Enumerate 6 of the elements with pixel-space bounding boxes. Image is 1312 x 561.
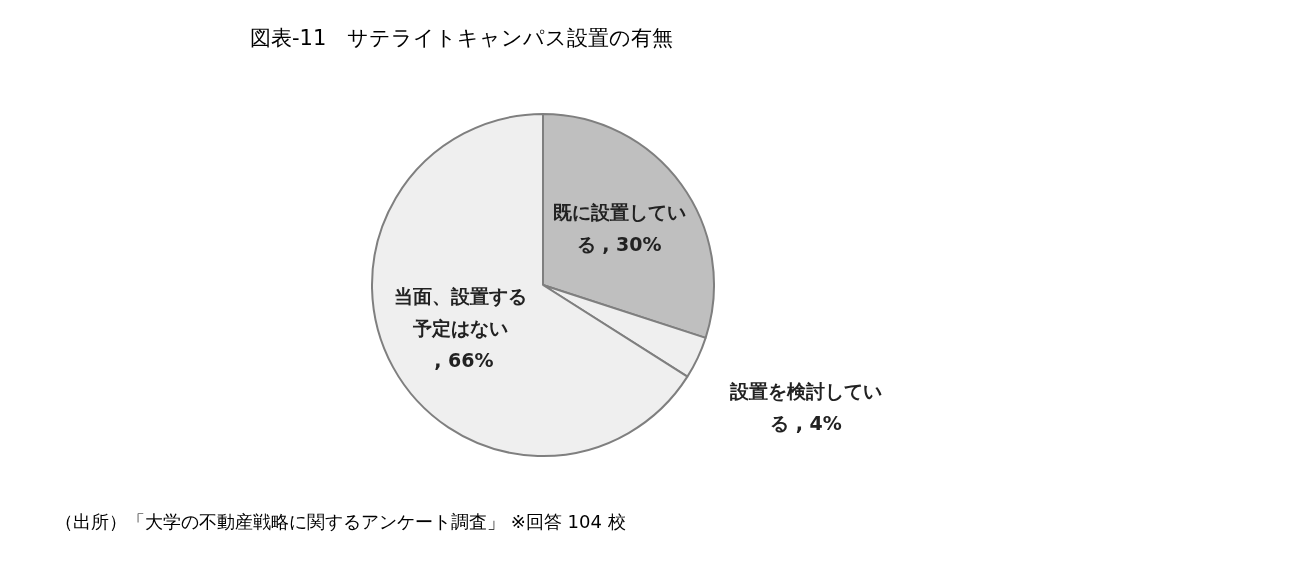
slice-label: 既に設置している , 30% xyxy=(552,200,686,255)
text: （出所）「大学の不動産戦略に関するアンケート調査」 ※回答 104 校 xyxy=(55,510,626,534)
chart-title: 図表-11 サテライトキャンパス設置の有無 xyxy=(250,25,674,52)
slice-label: 当面、設置する予定はない xyxy=(394,285,528,340)
slice-label: 設置を検討している , 4% xyxy=(729,379,883,434)
data-label: , 66% xyxy=(427,349,494,372)
